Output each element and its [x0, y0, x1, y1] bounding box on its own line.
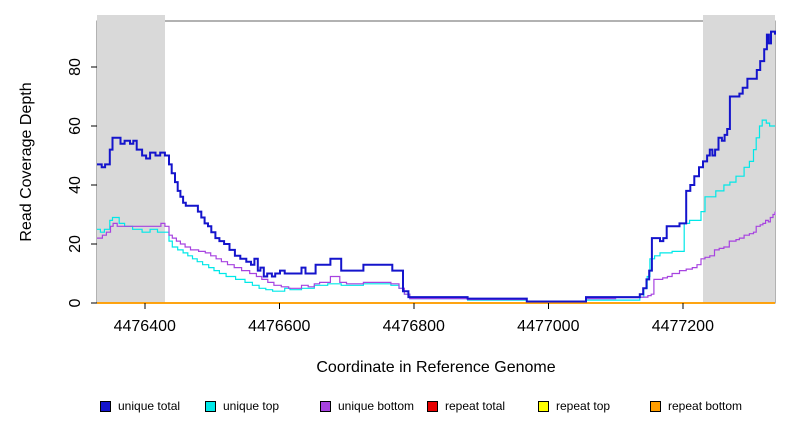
x-tick-label: 4476600 — [248, 318, 310, 335]
legend-item-unique-top: unique top — [205, 399, 279, 413]
legend-item-unique-bottom: unique bottom — [320, 399, 414, 413]
legend-label-unique-top: unique top — [223, 399, 280, 413]
y-tick-label: 20 — [67, 235, 84, 253]
y-tick-label: 80 — [67, 58, 84, 76]
x-axis-title: Coordinate in Reference Genome — [316, 359, 555, 376]
legend-item-repeat-top: repeat top — [538, 399, 610, 413]
legend-item-unique-total: unique total — [100, 399, 180, 413]
legend-swatch-unique-total — [100, 400, 111, 412]
legend: unique total unique top unique bottom re… — [0, 399, 792, 415]
series-line-unique-total — [97, 30, 776, 303]
y-tick-label: 60 — [67, 117, 84, 135]
plot-area: 4476400 4476600 4476800 4477000 4477200 0 20 40… — [67, 15, 776, 335]
series-line-unique-bottom — [97, 211, 776, 303]
legend-label-repeat-total: repeat total — [445, 399, 506, 413]
x-tick-label: 4476400 — [114, 318, 176, 335]
x-tick-label: 4477200 — [652, 318, 714, 335]
plot-border — [96, 20, 776, 304]
x-tick-label: 4476800 — [383, 318, 445, 335]
y-tick-label: 40 — [67, 176, 84, 194]
x-tick-label: 4477000 — [517, 318, 579, 335]
y-axis-title: Read Coverage Depth — [18, 82, 35, 241]
shaded-region-left — [97, 15, 165, 303]
legend-swatch-unique-top — [205, 400, 216, 412]
legend-item-repeat-total: repeat total — [427, 399, 505, 413]
legend-swatch-repeat-top — [538, 400, 549, 412]
legend-label-repeat-top: repeat top — [556, 399, 611, 413]
legend-swatch-repeat-total — [427, 400, 438, 412]
legend-label-unique-bottom: unique bottom — [338, 399, 415, 413]
legend-swatch-repeat-bottom — [650, 400, 661, 412]
legend-swatch-unique-bottom — [320, 400, 331, 412]
y-tick-label: 0 — [67, 298, 84, 307]
legend-label-unique-total: unique total — [118, 399, 181, 413]
legend-label-repeat-bottom: repeat bottom — [668, 399, 743, 413]
legend-item-repeat-bottom: repeat bottom — [650, 399, 742, 413]
